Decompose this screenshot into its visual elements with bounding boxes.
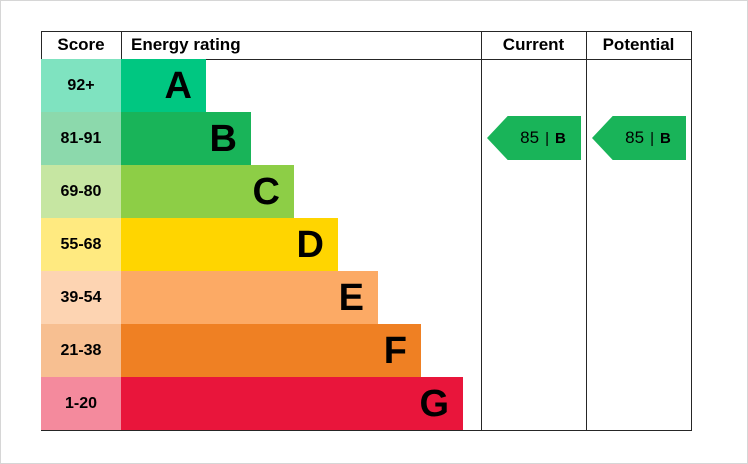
band-score-cell: 21-38 xyxy=(41,324,121,377)
band-row: 92+ A xyxy=(41,59,206,112)
band-bar: G xyxy=(121,377,463,430)
grid-line-top xyxy=(41,31,692,32)
band-row: 39-54 E xyxy=(41,271,378,324)
band-letter: G xyxy=(419,382,449,425)
band-score-cell: 39-54 xyxy=(41,271,121,324)
grid-line-header-bottom xyxy=(41,59,692,60)
band-bar: D xyxy=(121,218,338,271)
header-score: Score xyxy=(57,35,105,54)
band-score-label: 69-80 xyxy=(60,182,102,200)
band-row: 69-80 C xyxy=(41,165,294,218)
band-score-cell: 92+ xyxy=(41,59,121,112)
grid-line-current-potential xyxy=(586,31,587,431)
header-potential: Potential xyxy=(602,35,675,54)
band-score-cell: 55-68 xyxy=(41,218,121,271)
band-score-label: 92+ xyxy=(67,76,95,94)
grid-line-score-rating xyxy=(121,31,122,59)
band-bar: B xyxy=(121,112,251,165)
band-row: 81-91 B xyxy=(41,112,251,165)
band-score-cell: 69-80 xyxy=(41,165,121,218)
band-bar: F xyxy=(121,324,421,377)
band-score-label: 55-68 xyxy=(60,235,102,253)
current-rating-value: 85 xyxy=(520,128,540,147)
arrow-divider: | xyxy=(545,129,549,147)
band-row: 21-38 F xyxy=(41,324,421,377)
potential-rating-value: 85 xyxy=(625,128,645,147)
potential-rating-band: B xyxy=(659,129,671,147)
band-bar: C xyxy=(121,165,294,218)
current-rating-arrow: 85 | B xyxy=(487,116,581,160)
band-bar: E xyxy=(121,271,378,324)
grid-line-header-left xyxy=(41,31,42,59)
band-score-label: 39-54 xyxy=(60,288,102,306)
band-letter: D xyxy=(296,223,324,266)
band-score-cell: 81-91 xyxy=(41,112,121,165)
potential-rating-arrow: 85 | B xyxy=(592,116,686,160)
band-row: 1-20 G xyxy=(41,377,463,430)
band-letter: C xyxy=(252,170,280,213)
band-score-label: 1-20 xyxy=(64,394,98,412)
band-score-label: 81-91 xyxy=(60,129,102,147)
band-letter: B xyxy=(209,117,237,160)
grid-line-right xyxy=(691,31,692,431)
grid-line-rating-current xyxy=(481,31,482,431)
band-letter: A xyxy=(164,64,192,107)
current-rating-band: B xyxy=(554,129,566,147)
band-letter: F xyxy=(383,329,407,372)
band-score-cell: 1-20 xyxy=(41,377,121,430)
arrow-divider: | xyxy=(650,129,654,147)
band-row: 55-68 D xyxy=(41,218,338,271)
grid-line-bottom xyxy=(41,430,692,431)
band-score-label: 21-38 xyxy=(60,341,102,359)
band-bar: A xyxy=(121,59,206,112)
header-energy-rating: Energy rating xyxy=(131,35,241,54)
header-current: Current xyxy=(502,35,565,54)
band-letter: E xyxy=(338,276,364,319)
